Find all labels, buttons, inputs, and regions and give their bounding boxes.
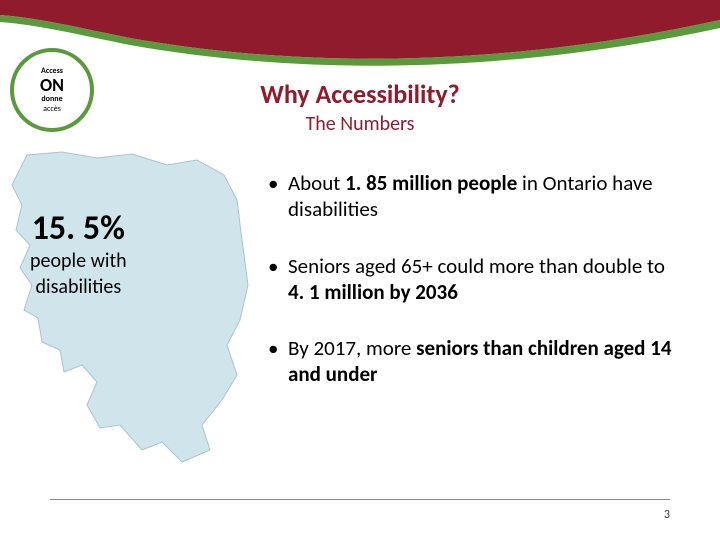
bullet-text: By 2017, more xyxy=(288,335,416,361)
stat-block: 15. 5% people with disabilities xyxy=(30,212,127,298)
ontario-map-icon xyxy=(2,150,257,470)
bullet-text: About xyxy=(288,170,345,196)
bullet-text: Seniors aged 65+ could more than double … xyxy=(288,253,665,279)
header xyxy=(0,0,720,70)
stat-percentage: 15. 5% xyxy=(30,212,127,246)
slide-title: Why Accessibility? xyxy=(0,78,720,110)
bullet-list: About 1. 85 million people in Ontario ha… xyxy=(268,170,688,418)
bullet-bold: 4. 1 million by 2036 xyxy=(288,279,458,305)
bullet-item-2: Seniors aged 65+ could more than double … xyxy=(268,253,688,306)
ontario-map-path xyxy=(12,152,248,462)
footer-divider xyxy=(50,499,670,500)
header-swoosh-green xyxy=(0,0,720,70)
bullet-bold: 1. 85 million people xyxy=(345,170,517,196)
stat-label-2: disabilities xyxy=(30,276,127,298)
bullet-item-1: About 1. 85 million people in Ontario ha… xyxy=(268,170,688,223)
slide-subtitle: The Numbers xyxy=(0,112,720,136)
page-number: 3 xyxy=(664,508,670,522)
bullet-item-3: By 2017, more seniors than children aged… xyxy=(268,335,688,388)
stat-label-1: people with xyxy=(30,250,127,272)
